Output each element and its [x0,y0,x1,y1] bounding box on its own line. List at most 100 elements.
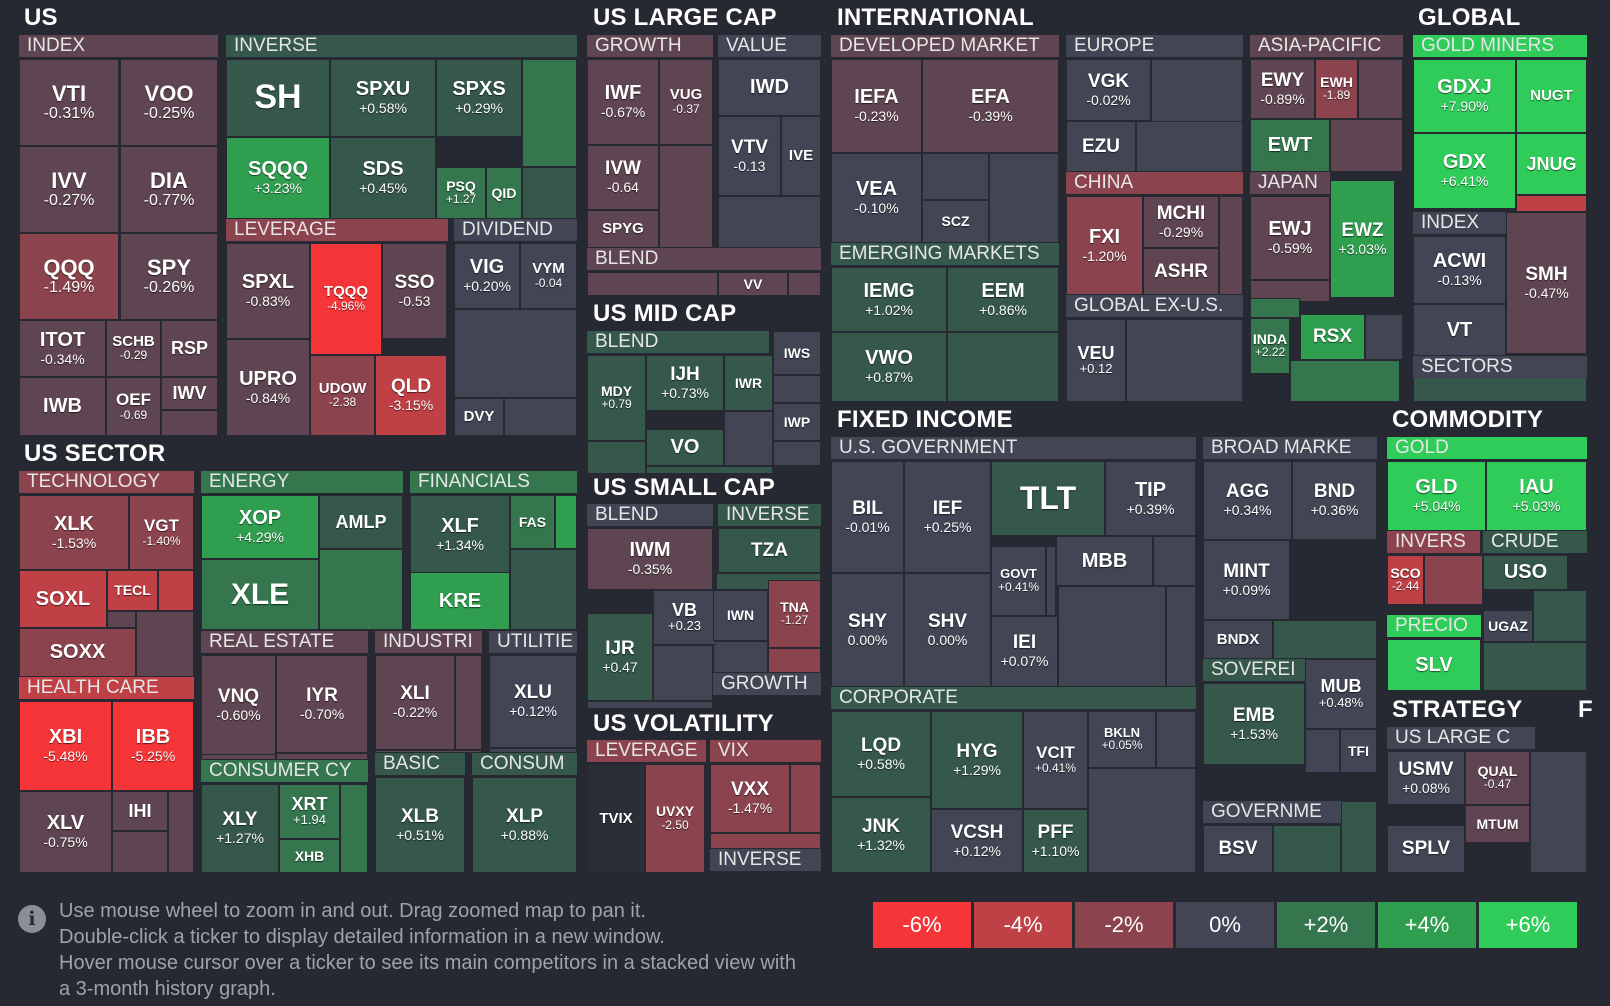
ticker-efa[interactable]: EFA -0.39% [922,59,1059,153]
ticker-spxl[interactable]: SPXL -0.83% [226,243,310,339]
ticker-vnq[interactable]: VNQ -0.60% [201,655,276,755]
ticker-acwi[interactable]: ACWI -0.13% [1413,236,1506,304]
ticker-mint[interactable]: MINT +0.09% [1203,540,1290,620]
ticker-ezu[interactable]: EZU [1066,121,1136,172]
ticker-xly[interactable]: XLY +1.27% [201,784,279,873]
ticker-fas[interactable]: FAS [510,495,555,549]
ticker-eem[interactable]: EEM +0.86% [947,267,1059,332]
ticker-vcit[interactable]: VCIT +0.41% [1023,711,1088,809]
ticker-ijr[interactable]: IJR +0.47 [587,613,653,701]
ticker-psq[interactable]: PSQ +1.27 [436,167,486,219]
ticker-lqd[interactable]: LQD +0.58% [831,711,931,797]
ticker-rsx[interactable]: RSX [1300,314,1365,360]
ticker-mdy[interactable]: MDY +0.79 [587,355,646,441]
ticker-xbi[interactable]: XBI -5.48% [19,701,112,791]
ticker-iwv[interactable]: IWV [161,377,218,410]
ticker-qld[interactable]: QLD -3.15% [375,355,447,436]
ticker-vwo[interactable]: VWO +0.87% [831,332,947,402]
ticker-iyr[interactable]: IYR -0.70% [276,655,368,753]
ticker-inda[interactable]: INDA +2.22 [1250,318,1290,374]
ticker-udow[interactable]: UDOW -2.38 [310,355,375,436]
ticker-slv[interactable]: SLV [1387,639,1481,691]
ticker-ewy[interactable]: EWY -0.89% [1250,59,1315,119]
ticker-tecl[interactable]: TECL [107,570,158,611]
ticker-jnug[interactable]: JNUG [1516,133,1587,195]
ticker-ewj[interactable]: EWJ -0.59% [1250,196,1330,280]
ticker-sco[interactable]: SCO -2.44 [1387,555,1424,605]
ticker-vig[interactable]: VIG +0.20% [454,243,520,309]
ticker-hyg[interactable]: HYG +1.29% [931,711,1023,809]
ticker-qqq[interactable]: QQQ -1.49% [19,233,119,320]
ticker-iemg[interactable]: IEMG +1.02% [831,267,947,332]
ticker-xlb[interactable]: XLB +0.51% [375,777,465,873]
ticker-iefa[interactable]: IEFA -0.23% [831,59,922,153]
ticker-ief[interactable]: IEF +0.25% [904,461,991,573]
ticker-tvix[interactable]: TVIX [587,764,645,873]
ticker-xle[interactable]: XLE [201,559,319,630]
ticker-bil[interactable]: BIL -0.01% [831,461,904,573]
ticker-vti[interactable]: VTI -0.31% [19,59,119,146]
ticker-xlf[interactable]: XLF +1.34% [410,495,510,575]
ticker-ibb[interactable]: IBB -5.25% [112,701,194,791]
ticker-shy[interactable]: SHY 0.00% [831,573,904,687]
ticker-jnk[interactable]: JNK +1.32% [831,797,931,873]
ticker-itot[interactable]: ITOT -0.34% [19,320,106,377]
ticker-amlp[interactable]: AMLP [319,495,403,549]
ticker-tlt[interactable]: TLT [991,461,1105,536]
ticker-voo[interactable]: VOO -0.25% [120,59,218,146]
ticker-spxu[interactable]: SPXU +0.58% [330,59,436,137]
ticker-xhb[interactable]: XHB [279,839,340,873]
ticker-ugaz[interactable]: UGAZ [1483,610,1533,642]
ticker-tqqq[interactable]: TQQQ -4.96% [310,243,382,355]
ticker-scz[interactable]: SCZ [922,200,989,243]
ticker-ewz[interactable]: EWZ +3.03% [1330,180,1395,298]
ticker-kre[interactable]: KRE [410,572,510,630]
ticker-ashr[interactable]: ASHR [1143,248,1219,295]
ticker-vxx[interactable]: VXX -1.47% [710,764,790,833]
ticker-sso[interactable]: SSO -0.53 [382,243,447,339]
ticker-shv[interactable]: SHV 0.00% [904,573,991,687]
ticker-vo[interactable]: VO [646,429,724,466]
ticker-govt[interactable]: GOVT +0.41% [991,546,1046,616]
ticker-vt[interactable]: VT [1413,304,1506,356]
ticker-vym[interactable]: VYM -0.04 [520,243,577,309]
ticker-xop[interactable]: XOP +4.29% [201,495,319,559]
ticker-spy[interactable]: SPY -0.26% [120,233,218,320]
ticker-qual[interactable]: QUAL -0.47 [1465,751,1530,805]
ticker-usmv[interactable]: USMV +0.08% [1387,751,1465,805]
ticker-emb[interactable]: EMB +1.53% [1203,683,1305,765]
ticker-rsp[interactable]: RSP [161,320,218,377]
ticker-iwr[interactable]: IWR [724,355,773,411]
ticker-bnd[interactable]: BND +0.36% [1292,461,1377,540]
ticker-ihi[interactable]: IHI [112,791,168,831]
ticker-mbb[interactable]: MBB [1056,536,1153,586]
ticker-xlv[interactable]: XLV -0.75% [19,791,112,873]
ticker-agg[interactable]: AGG +0.34% [1203,461,1292,540]
ticker-xlk[interactable]: XLK -1.53% [19,495,129,570]
ticker-xlp[interactable]: XLP +0.88% [472,777,577,873]
ticker-ewt[interactable]: EWT [1250,119,1330,172]
ticker-tza[interactable]: TZA [718,528,821,573]
ticker-spyg[interactable]: SPYG [587,210,659,248]
ticker-iwb[interactable]: IWB [19,377,106,436]
ticker-ive[interactable]: IVE [781,116,821,196]
ticker-sh[interactable]: SH [226,59,330,137]
ticker-fxi[interactable]: FXI -1.20% [1066,196,1143,295]
ticker-iws[interactable]: IWS [773,331,821,375]
ticker-bsv[interactable]: BSV [1203,825,1273,873]
ticker-iwm[interactable]: IWM -0.35% [587,528,713,590]
ticker-dia[interactable]: DIA -0.77% [120,146,218,233]
ticker-spxs[interactable]: SPXS +0.29% [436,59,522,137]
ticker-iwd[interactable]: IWD [718,59,821,116]
ticker-soxl[interactable]: SOXL [19,570,107,628]
ticker-smh[interactable]: SMH -0.47% [1506,212,1587,354]
ticker-bkln[interactable]: BKLN +0.05% [1088,711,1156,768]
ticker-uvxy[interactable]: UVXY -2.50 [645,764,705,873]
ticker-vug[interactable]: VUG -0.37 [659,59,713,145]
ticker-schb[interactable]: SCHB -0.29 [106,320,161,377]
ticker-soxx[interactable]: SOXX [19,628,136,677]
ticker-vgt[interactable]: VGT -1.40% [129,495,194,570]
ticker-sds[interactable]: SDS +0.45% [330,137,436,219]
ticker-iau[interactable]: IAU +5.03% [1486,461,1587,531]
ticker-gld[interactable]: GLD +5.04% [1387,461,1486,531]
